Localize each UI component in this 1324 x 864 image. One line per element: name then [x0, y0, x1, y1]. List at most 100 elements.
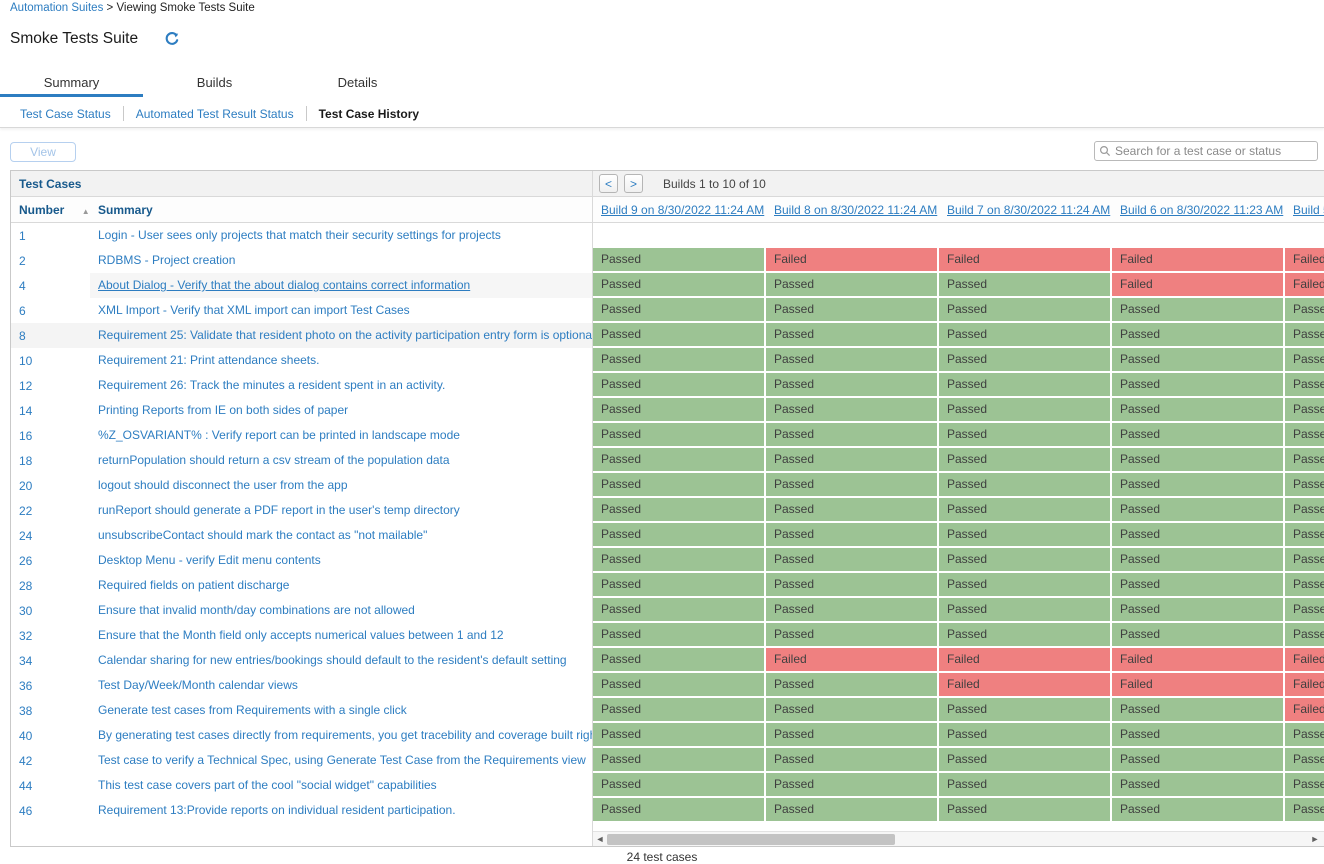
status-cell-passed: Passed — [766, 698, 939, 723]
status-cell-passed: Passed — [939, 773, 1112, 798]
status-cell-passed: Passed — [1285, 348, 1324, 373]
subtab-test-case-status[interactable]: Test Case Status — [20, 107, 111, 121]
subtab-automated-test-result-status[interactable]: Automated Test Result Status — [136, 107, 294, 121]
test-case-number-link[interactable]: 38 — [11, 704, 90, 718]
status-cell-passed: Passed — [766, 748, 939, 773]
test-case-number-link[interactable]: 34 — [11, 654, 90, 668]
test-case-number-link[interactable]: 26 — [11, 554, 90, 568]
test-case-summary-link[interactable]: Login - User sees only projects that mat… — [90, 223, 592, 248]
test-case-summary-link[interactable]: XML Import - Verify that XML import can … — [90, 298, 592, 323]
tab-builds[interactable]: Builds — [143, 72, 286, 97]
scroll-right-icon[interactable]: ► — [1310, 834, 1320, 845]
status-row: PassedPassedPassedPassedPassed — [593, 398, 1324, 423]
view-button[interactable]: View — [10, 142, 76, 162]
tab-details[interactable]: Details — [286, 72, 429, 97]
test-case-number-link[interactable]: 1 — [11, 229, 90, 243]
test-case-number-link[interactable]: 22 — [11, 504, 90, 518]
test-case-summary-link[interactable]: runReport should generate a PDF report i… — [90, 498, 592, 523]
test-case-summary-link[interactable]: Ensure that the Month field only accepts… — [90, 623, 592, 648]
test-case-summary-link[interactable]: Requirement 25: Validate that resident p… — [90, 323, 592, 348]
test-case-summary-link[interactable]: Calendar sharing for new entries/booking… — [90, 648, 592, 673]
test-case-number-link[interactable]: 2 — [11, 254, 90, 268]
sort-ascending-icon: ▲ — [82, 207, 90, 216]
table-row: 14Printing Reports from IE on both sides… — [11, 398, 592, 423]
test-case-summary-link[interactable]: By generating test cases directly from r… — [90, 723, 592, 748]
status-row: PassedFailedFailedFailedFailed — [593, 248, 1324, 273]
table-row: 28Required fields on patient discharge — [11, 573, 592, 598]
subtab-test-case-history[interactable]: Test Case History — [319, 107, 419, 121]
previous-builds-button[interactable]: < — [599, 174, 618, 193]
status-row: PassedPassedPassedPassedPassed — [593, 798, 1324, 823]
build-column-link[interactable]: Build 9 on 8/30/2022 11:24 AM — [593, 203, 766, 217]
test-case-summary-link[interactable]: returnPopulation should return a csv str… — [90, 448, 592, 473]
status-cell-passed: Passed — [593, 448, 766, 473]
test-case-number-link[interactable]: 28 — [11, 579, 90, 593]
status-cell-empty — [1285, 223, 1324, 248]
summary-column-header[interactable]: Summary — [90, 203, 153, 217]
status-cell-passed: Passed — [766, 498, 939, 523]
test-case-summary-link[interactable]: Desktop Menu - verify Edit menu contents — [90, 548, 592, 573]
table-row: 40By generating test cases directly from… — [11, 723, 592, 748]
build-column-link[interactable]: Build 7 on 8/30/2022 11:24 AM — [939, 203, 1112, 217]
table-row: 38Generate test cases from Requirements … — [11, 698, 592, 723]
test-case-history-table: Test Cases Number ▲ Summary 1Login - Use… — [10, 170, 1324, 847]
status-cell-passed: Passed — [1112, 448, 1285, 473]
scroll-left-icon[interactable]: ◄ — [595, 834, 605, 845]
test-case-summary-link[interactable]: Requirement 26: Track the minutes a resi… — [90, 373, 592, 398]
test-case-summary-link[interactable]: logout should disconnect the user from t… — [90, 473, 592, 498]
test-case-number-link[interactable]: 36 — [11, 679, 90, 693]
scrollbar-thumb[interactable] — [607, 834, 895, 845]
test-case-number-link[interactable]: 12 — [11, 379, 90, 393]
search-input[interactable] — [1115, 144, 1313, 158]
status-cell-passed: Passed — [1285, 498, 1324, 523]
test-case-number-link[interactable]: 40 — [11, 729, 90, 743]
test-case-summary-link[interactable]: %Z_OSVARIANT% : Verify report can be pri… — [90, 423, 592, 448]
test-case-number-link[interactable]: 44 — [11, 779, 90, 793]
test-case-number-link[interactable]: 18 — [11, 454, 90, 468]
test-case-rows: 1Login - User sees only projects that ma… — [11, 223, 592, 823]
test-case-summary-link[interactable]: Requirement 13:Provide reports on indivi… — [90, 798, 592, 823]
test-case-number-link[interactable]: 46 — [11, 804, 90, 818]
test-case-number-link[interactable]: 42 — [11, 754, 90, 768]
status-cell-passed: Passed — [939, 723, 1112, 748]
build-column-link[interactable]: Build 6 on 8/30/2022 11:23 AM — [1112, 203, 1285, 217]
refresh-icon[interactable] — [164, 31, 180, 47]
test-case-summary-link[interactable]: Test Day/Week/Month calendar views — [90, 673, 592, 698]
status-cell-passed: Passed — [1285, 473, 1324, 498]
test-case-number-link[interactable]: 14 — [11, 404, 90, 418]
test-case-summary-link[interactable]: unsubscribeContact should mark the conta… — [90, 523, 592, 548]
test-case-number-link[interactable]: 24 — [11, 529, 90, 543]
test-cases-pane: Test Cases Number ▲ Summary 1Login - Use… — [11, 171, 593, 846]
test-case-number-link[interactable]: 6 — [11, 304, 90, 318]
test-case-summary-link[interactable]: This test case covers part of the cool "… — [90, 773, 592, 798]
test-case-number-link[interactable]: 32 — [11, 629, 90, 643]
test-case-summary-link[interactable]: Test case to verify a Technical Spec, us… — [90, 748, 592, 773]
test-case-summary-link[interactable]: Generate test cases from Requirements wi… — [90, 698, 592, 723]
build-column-link[interactable]: Build 5 — [1285, 203, 1324, 217]
status-cell-passed: Passed — [766, 373, 939, 398]
status-cell-passed: Passed — [593, 248, 766, 273]
test-case-summary-link[interactable]: RDBMS - Project creation — [90, 248, 592, 273]
test-case-summary-link[interactable]: Required fields on patient discharge — [90, 573, 592, 598]
status-cell-empty — [939, 223, 1112, 248]
number-column-header[interactable]: Number ▲ — [11, 203, 90, 217]
test-case-summary-link[interactable]: Printing Reports from IE on both sides o… — [90, 398, 592, 423]
status-cell-failed: Failed — [766, 648, 939, 673]
test-cases-header-band: Test Cases — [11, 171, 592, 197]
test-case-number-link[interactable]: 16 — [11, 429, 90, 443]
breadcrumb-link-automation-suites[interactable]: Automation Suites — [10, 2, 103, 14]
next-builds-button[interactable]: > — [624, 174, 643, 193]
test-case-summary-link[interactable]: About Dialog - Verify that the about dia… — [90, 273, 592, 298]
tab-summary[interactable]: Summary — [0, 72, 143, 97]
status-cell-passed: Passed — [1285, 423, 1324, 448]
test-case-summary-link[interactable]: Ensure that invalid month/day combinatio… — [90, 598, 592, 623]
build-column-link[interactable]: Build 8 on 8/30/2022 11:24 AM — [766, 203, 939, 217]
test-case-number-link[interactable]: 20 — [11, 479, 90, 493]
test-case-number-link[interactable]: 4 — [11, 279, 90, 293]
test-case-number-link[interactable]: 30 — [11, 604, 90, 618]
test-case-number-link[interactable]: 8 — [11, 329, 90, 343]
horizontal-scrollbar[interactable]: ◄ ► — [593, 831, 1324, 846]
test-case-summary-link[interactable]: Requirement 21: Print attendance sheets. — [90, 348, 592, 373]
status-cell-passed: Passed — [593, 723, 766, 748]
test-case-number-link[interactable]: 10 — [11, 354, 90, 368]
